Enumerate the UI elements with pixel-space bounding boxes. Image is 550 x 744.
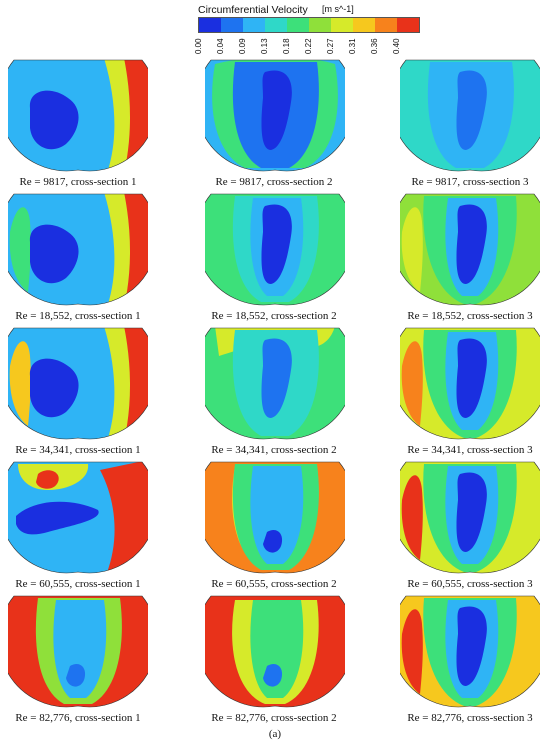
contour-region <box>401 341 423 426</box>
contour-panel <box>400 594 540 709</box>
contour-panel <box>205 594 345 709</box>
legend-swatch <box>265 18 287 32</box>
panel-caption: Re = 82,776, cross-section 2 <box>211 712 337 724</box>
contour-region <box>250 466 304 564</box>
legend-tick-label: 0.00 <box>194 38 203 54</box>
cross-section-outline <box>400 59 540 172</box>
legend-tick-label: 0.22 <box>304 38 313 54</box>
panel-caption: Re = 34,341, cross-section 1 <box>15 444 141 456</box>
legend-tick-label: 0.18 <box>282 38 291 54</box>
contour-region <box>100 462 148 573</box>
contour-region <box>261 338 292 418</box>
contour-region <box>29 90 79 150</box>
legend-tick-label: 0.40 <box>392 38 401 54</box>
panel-caption: Re = 18,552, cross-section 2 <box>211 310 337 322</box>
contour-panel <box>8 326 148 441</box>
legend-units: [m s^-1] <box>322 4 354 14</box>
contour-region <box>16 501 99 535</box>
legend-swatch <box>243 18 265 32</box>
contour-region <box>261 70 292 150</box>
contour-region <box>456 338 487 418</box>
cross-section-outline <box>400 461 540 574</box>
cross-section-outline <box>400 193 540 306</box>
contour-panel <box>8 192 148 307</box>
contour-region <box>124 194 148 305</box>
contour-region <box>53 600 107 698</box>
contour-panel <box>400 326 540 441</box>
contour-region <box>9 341 31 426</box>
legend-colorbar <box>198 17 420 33</box>
cross-section-outline <box>8 595 148 708</box>
legend-swatch <box>287 18 309 32</box>
legend-swatch <box>199 18 221 32</box>
legend-tick-label: 0.13 <box>260 38 269 54</box>
contour-panel <box>8 58 148 173</box>
contour-region <box>250 600 304 698</box>
contour-panel <box>205 58 345 173</box>
cross-section-outline <box>205 59 345 172</box>
contour-region <box>401 475 423 560</box>
panel-caption: Re = 18,552, cross-section 1 <box>15 310 141 322</box>
contour-panel <box>205 460 345 575</box>
contour-panel <box>205 326 345 441</box>
panel-caption: Re = 18,552, cross-section 3 <box>407 310 533 322</box>
contour-region <box>263 663 283 687</box>
cross-section-outline <box>8 193 148 306</box>
panel-caption: Re = 60,555, cross-section 3 <box>407 578 533 590</box>
cross-section-outline <box>8 327 148 440</box>
contour-region <box>29 224 79 284</box>
panel-caption: Re = 9817, cross-section 3 <box>411 176 529 188</box>
contour-region <box>9 207 31 292</box>
legend-tick-label: 0.36 <box>370 38 379 54</box>
panel-caption: Re = 82,776, cross-section 3 <box>407 712 533 724</box>
legend-swatch <box>309 18 331 32</box>
panel-caption: Re = 60,555, cross-section 2 <box>211 578 337 590</box>
panel-caption: Re = 9817, cross-section 1 <box>19 176 137 188</box>
cross-section-outline <box>8 461 148 574</box>
legend-title: Circumferential Velocity <box>198 4 308 16</box>
cross-section-outline <box>400 595 540 708</box>
cross-section-outline <box>205 461 345 574</box>
contour-panel <box>400 460 540 575</box>
contour-panel <box>8 594 148 709</box>
contour-region <box>124 328 148 439</box>
legend-swatch <box>221 18 243 32</box>
contour-region <box>456 204 487 284</box>
legend-swatch <box>375 18 397 32</box>
cross-section-outline <box>400 327 540 440</box>
contour-region <box>29 358 79 418</box>
panel-caption: Re = 34,341, cross-section 2 <box>211 444 337 456</box>
figure-label: (a) <box>268 728 282 740</box>
contour-region <box>124 60 148 171</box>
legend-tick-label: 0.31 <box>348 38 357 54</box>
cross-section-outline <box>8 59 148 172</box>
contour-region <box>66 663 86 687</box>
contour-region <box>401 207 423 292</box>
contour-panel <box>205 192 345 307</box>
contour-panel <box>8 460 148 575</box>
cross-section-outline <box>205 327 345 440</box>
contour-region <box>261 204 292 284</box>
panel-caption: Re = 60,555, cross-section 1 <box>15 578 141 590</box>
panel-caption: Re = 34,341, cross-section 3 <box>407 444 533 456</box>
legend-tick-label: 0.09 <box>238 38 247 54</box>
contour-region <box>456 472 487 552</box>
contour-region <box>456 70 487 150</box>
panel-caption: Re = 9817, cross-section 2 <box>215 176 333 188</box>
panel-caption: Re = 82,776, cross-section 1 <box>15 712 141 724</box>
cross-section-outline <box>205 193 345 306</box>
cross-section-outline <box>205 595 345 708</box>
contour-region <box>263 529 283 553</box>
legend-swatch <box>331 18 353 32</box>
contour-panel <box>400 192 540 307</box>
legend-tick-label: 0.04 <box>216 38 225 54</box>
contour-panel <box>400 58 540 173</box>
legend-swatch <box>353 18 375 32</box>
legend-tick-label: 0.27 <box>326 38 335 54</box>
contour-region <box>36 470 59 489</box>
contour-region <box>456 606 487 686</box>
legend-swatch <box>397 18 419 32</box>
contour-region <box>401 609 423 694</box>
